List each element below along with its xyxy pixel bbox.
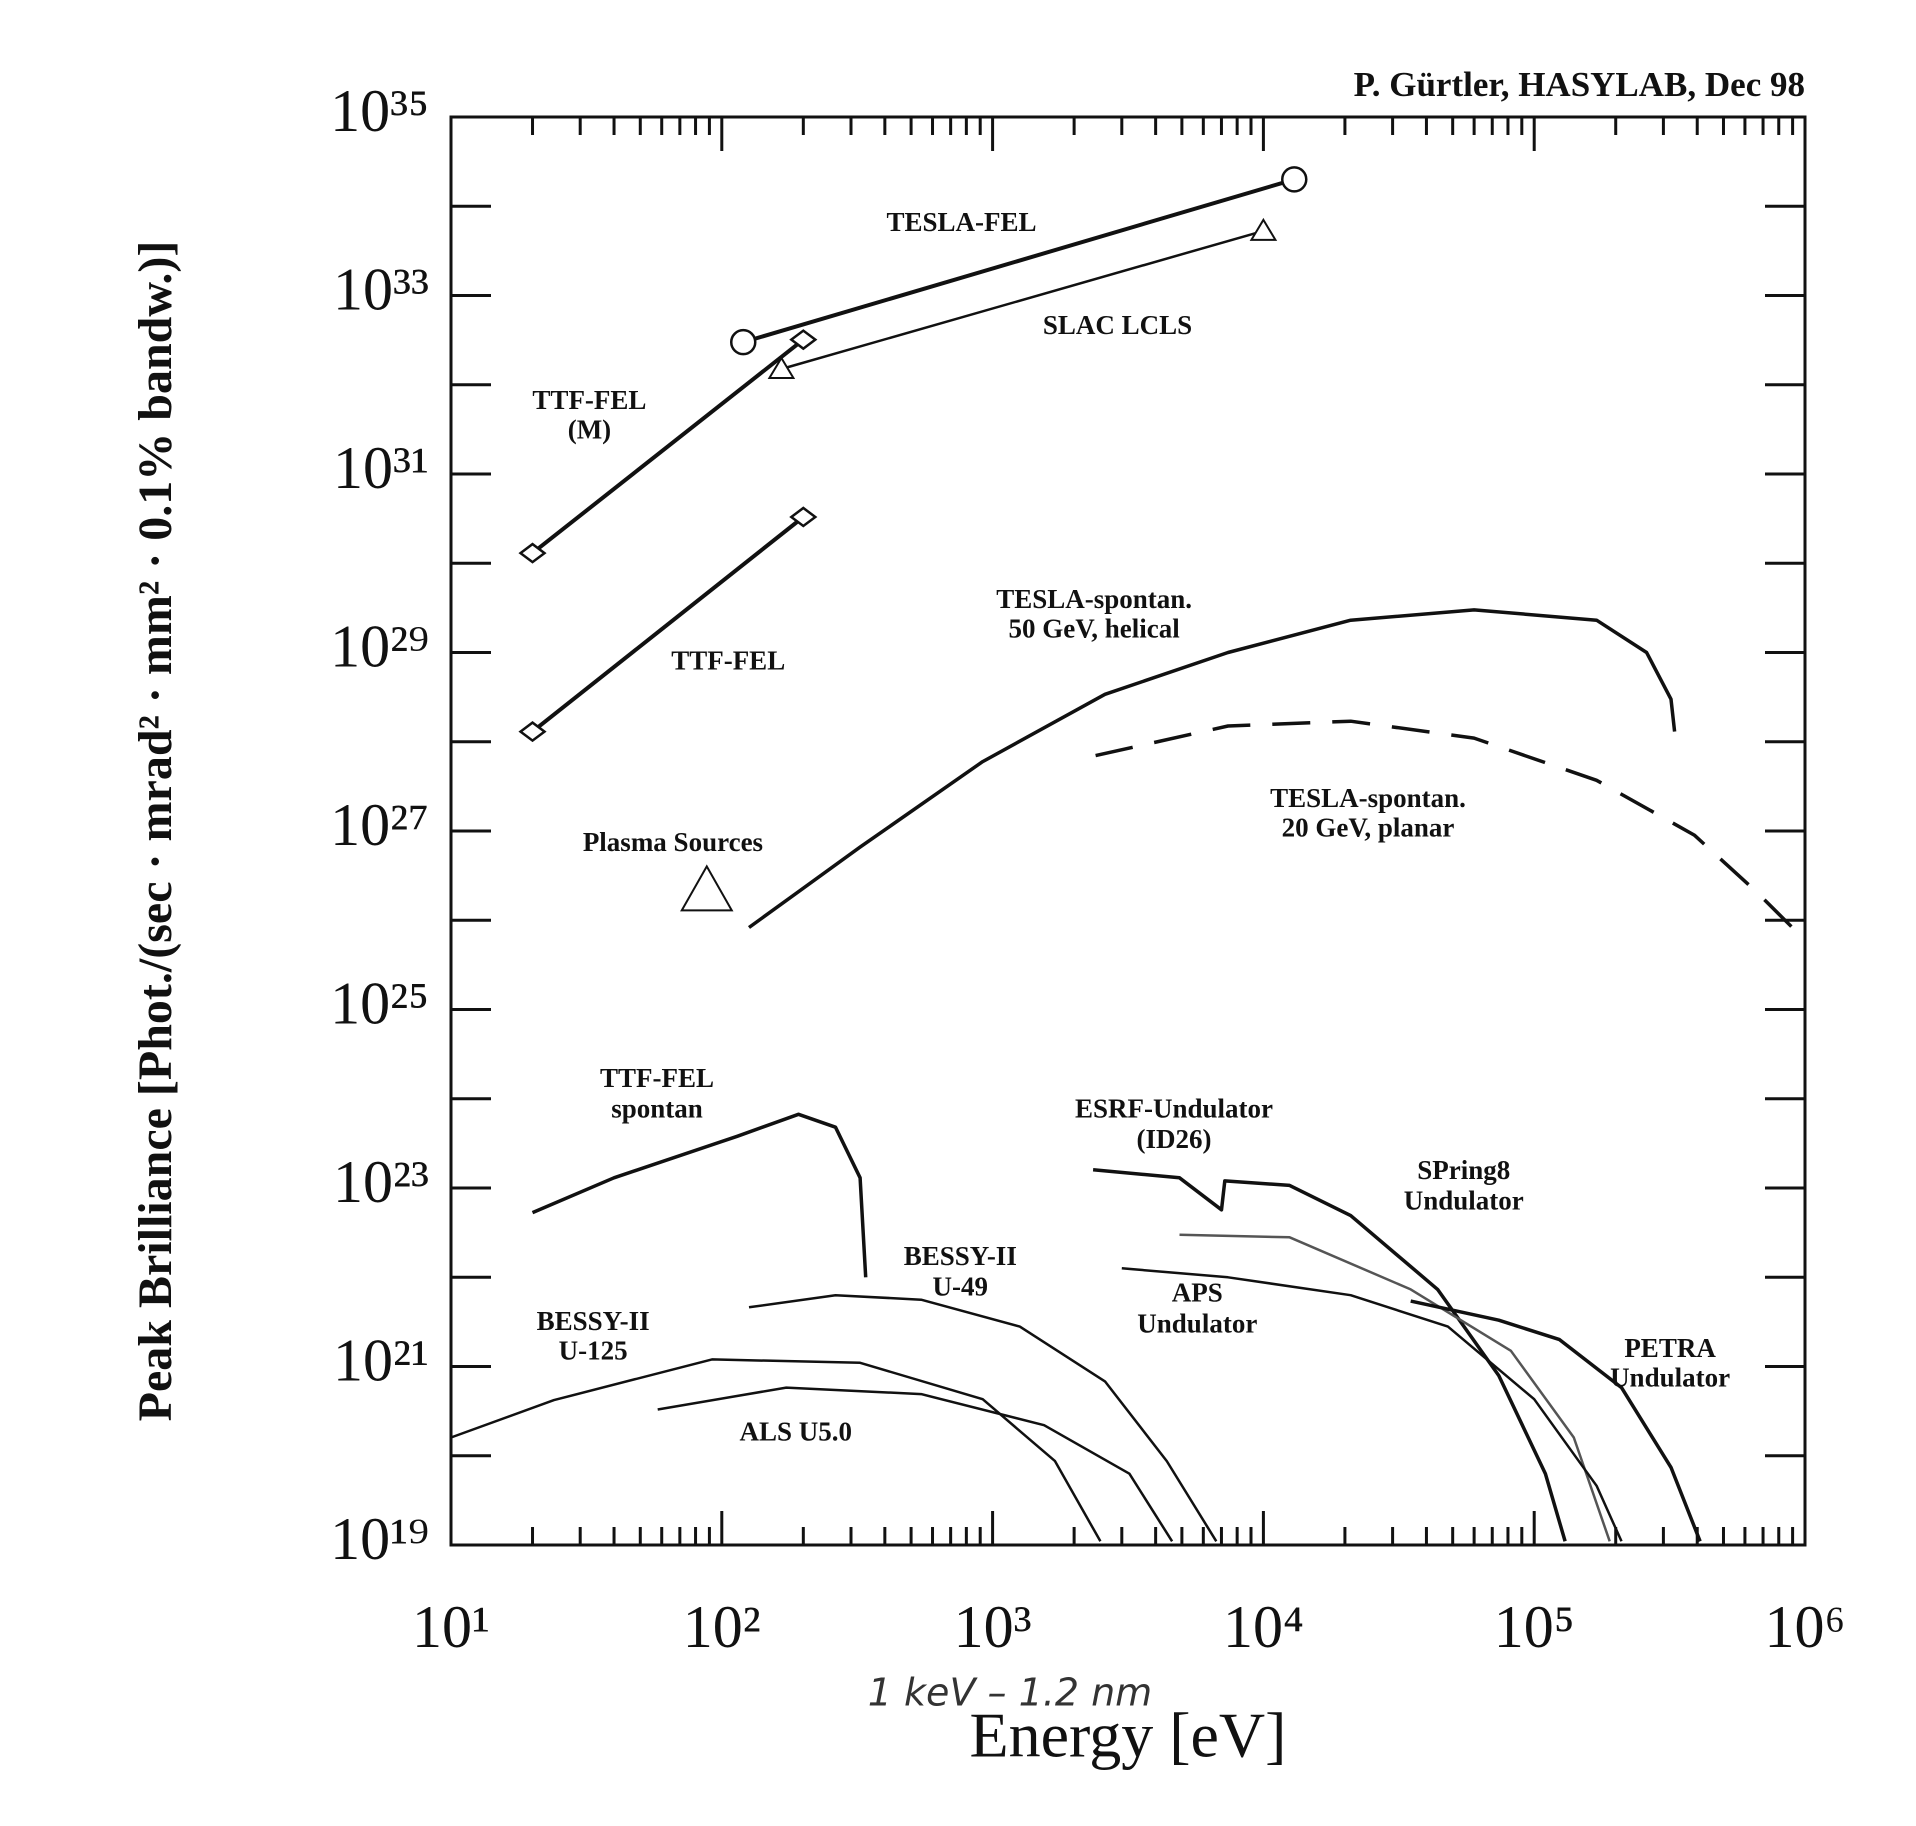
y-axis-label: Peak Brilliance [Phot./(sec · mrad² · mm…: [129, 241, 182, 1422]
marker: [1249, 217, 1278, 241]
marker: [680, 864, 734, 912]
series-label: SPring8: [1417, 1155, 1510, 1185]
marker: [729, 328, 757, 356]
y-tick-label: 10²³: [333, 1149, 429, 1215]
handwritten-note: 1 keV – 1.2 nm: [868, 1671, 1152, 1715]
series-line: [1121, 1267, 1623, 1542]
y-tick-label: 10³¹: [333, 435, 429, 501]
series-label: TESLA-FEL: [887, 207, 1037, 237]
credit: P. Gürtler, HASYLAB, Dec 98: [1354, 65, 1805, 104]
x-tick-label: 10⁴: [1223, 1594, 1304, 1660]
series-label: PETRA: [1624, 1333, 1716, 1363]
x-tick-label: 10¹: [412, 1594, 490, 1660]
marker: [518, 721, 547, 743]
marker: [1281, 166, 1308, 193]
series-line: [1179, 1233, 1611, 1542]
series-line: [531, 338, 805, 555]
series-line: [450, 1358, 1102, 1542]
marker: [789, 506, 818, 528]
series-line: [1092, 1168, 1567, 1542]
series-label: ESRF-Undulator: [1075, 1094, 1273, 1124]
series-label: (M): [568, 414, 611, 444]
series-label: (ID26): [1136, 1124, 1211, 1154]
marker: [518, 542, 547, 564]
series-line: [657, 1386, 1174, 1542]
series-line: [1410, 1299, 1702, 1542]
y-tick-label: 10²⁵: [330, 970, 429, 1036]
x-axis-label: Energy [eV]: [970, 1700, 1287, 1771]
series-label: TESLA-spontan.: [1270, 783, 1466, 813]
series-label: Undulator: [1610, 1362, 1730, 1392]
series-line: [742, 177, 1295, 345]
x-tick-label: 10⁵: [1494, 1594, 1575, 1660]
y-tick-label: 10²⁷: [330, 792, 429, 858]
series-label: TTF-FEL: [671, 645, 785, 675]
series-line: [531, 515, 805, 734]
series-line: [748, 1293, 1218, 1542]
series-label: APS: [1172, 1278, 1223, 1308]
series-label: U-49: [933, 1272, 989, 1302]
series-label: TTF-FEL: [600, 1063, 714, 1093]
series-label: Undulator: [1137, 1308, 1257, 1338]
y-tick-label: 10²⁹: [330, 613, 429, 679]
marker: [789, 329, 818, 351]
series-label: U-125: [559, 1335, 628, 1365]
series-line: [1095, 719, 1807, 942]
marker: [767, 356, 796, 380]
series-label: TESLA-spontan.: [996, 584, 1192, 614]
series-label: Plasma Sources: [583, 827, 763, 857]
series-label: SLAC LCLS: [1043, 310, 1192, 340]
x-tick-label: 10²: [683, 1594, 761, 1660]
x-tick-label: 10⁶: [1765, 1594, 1846, 1660]
series-line: [531, 1112, 868, 1278]
y-tick-label: 10³³: [333, 256, 429, 322]
series-label: 20 GeV, planar: [1282, 812, 1455, 842]
series-line: [781, 229, 1264, 371]
series-label: ALS U5.0: [739, 1417, 852, 1447]
series-label: 50 GeV, helical: [1009, 613, 1181, 643]
series-label: BESSY-II: [537, 1306, 650, 1336]
series-line: [747, 608, 1677, 929]
y-tick-label: 10¹⁹: [330, 1506, 429, 1572]
series-label: BESSY-II: [904, 1241, 1017, 1271]
x-tick-label: 10³: [954, 1594, 1032, 1660]
series-label: TTF-FEL: [532, 385, 646, 415]
series-label: Undulator: [1404, 1186, 1524, 1216]
y-tick-label: 10³⁵: [330, 78, 429, 144]
series-label: spontan: [611, 1094, 703, 1124]
y-tick-label: 10²¹: [333, 1327, 429, 1393]
